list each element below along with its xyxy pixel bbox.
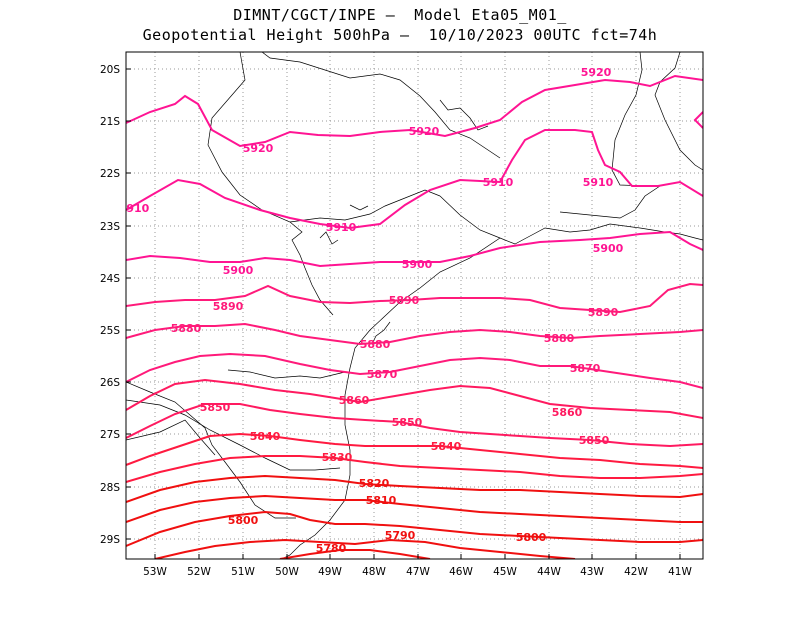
- state-border-sc-rs: [126, 399, 341, 471]
- lat-label: 24S: [100, 273, 120, 285]
- coastline: [439, 195, 703, 245]
- lon-label: 51W: [231, 566, 255, 578]
- contour-label: 5810: [366, 494, 397, 507]
- contour-label: 5900: [593, 242, 624, 255]
- border-mg-es: [611, 52, 649, 187]
- contour-label: 5860: [339, 394, 370, 407]
- contour-label: 5920: [243, 142, 274, 155]
- contour-label: 5830: [322, 451, 353, 464]
- map-title-line-1: DIMNT/CGCT/INPE – Model Eta05_M01_: [233, 6, 567, 24]
- state-border-pr-sp: [289, 189, 441, 223]
- contour-5810: [126, 494, 703, 523]
- lon-label: 48W: [362, 566, 386, 578]
- coastline-east: [654, 52, 703, 171]
- contour-label: 5800: [516, 531, 547, 544]
- lat-label: 20S: [100, 64, 120, 76]
- lat-label: 23S: [100, 221, 120, 233]
- lat-label: 22S: [100, 168, 120, 180]
- contour-5870: [126, 352, 703, 389]
- state-border-ms-sp: [207, 52, 334, 316]
- lon-label: 44W: [537, 566, 561, 578]
- contour-5920-west: [126, 74, 703, 148]
- contour-label: 5920: [409, 125, 440, 138]
- lat-label: 26S: [100, 377, 120, 389]
- contour-label: 5800: [228, 514, 259, 527]
- contour-5880: [126, 322, 703, 346]
- contour-5850: [126, 403, 703, 448]
- contour-label: 5900: [402, 258, 433, 271]
- contour-label: 5890: [389, 294, 420, 307]
- lon-label: 45W: [493, 566, 517, 578]
- lat-label: 25S: [100, 325, 120, 337]
- contour-label: 5820: [359, 477, 390, 490]
- lat-label: 27S: [100, 429, 120, 441]
- contour-label: 5840: [250, 430, 281, 443]
- lon-label: 53W: [143, 566, 167, 578]
- state-border-pr-sc: [227, 369, 346, 379]
- lagoon-shape: [371, 321, 391, 345]
- contour-5920-east: [693, 111, 703, 129]
- coastline-south: [281, 237, 501, 559]
- lat-label: 28S: [100, 482, 120, 494]
- contour-label: 5840: [431, 440, 462, 453]
- contour-labels: 5920 5920 5920 5910 5910 5910 5910 5900 …: [119, 66, 624, 555]
- contour-label: 5900: [223, 264, 254, 277]
- contour-label: 5780: [316, 542, 347, 555]
- contour-5840: [126, 432, 703, 469]
- lon-label: 43W: [580, 566, 604, 578]
- lon-label: 50W: [275, 566, 299, 578]
- contour-label: 5910: [483, 176, 514, 189]
- border-argentina: [126, 419, 216, 456]
- contour-5820: [126, 474, 703, 503]
- state-border-mg-sp: [261, 52, 501, 159]
- contour-label: 5850: [200, 401, 231, 414]
- contour-5900: [126, 230, 703, 268]
- contour-5890: [126, 282, 703, 314]
- contour-label: 5880: [360, 338, 391, 351]
- map-frame: [125, 51, 704, 560]
- contour-5860: [126, 378, 703, 419]
- contour-label: 5910: [326, 221, 357, 234]
- lon-label: 42W: [624, 566, 648, 578]
- tick-marks: [126, 68, 681, 559]
- contour-label: 5860: [552, 406, 583, 419]
- political-borders: [126, 52, 703, 559]
- contour-label: 5910: [119, 202, 150, 215]
- lon-label: 49W: [318, 566, 342, 578]
- lon-label: 46W: [449, 566, 473, 578]
- contour-5790: [154, 538, 576, 559]
- lon-label: 41W: [668, 566, 692, 578]
- contour-5800: [126, 510, 703, 547]
- contour-5830: [126, 455, 703, 483]
- lat-label: 21S: [100, 116, 120, 128]
- reservoir-shapes: [319, 99, 489, 245]
- lon-label: 47W: [406, 566, 430, 578]
- map-title-line-2: Geopotential Height 500hPa – 10/10/2023 …: [142, 26, 658, 44]
- height-contours: [126, 74, 703, 559]
- contour-label: 5890: [588, 306, 619, 319]
- contour-5910: [126, 129, 703, 230]
- latitude-labels: 20S 21S 22S 23S 24S 25S 26S 27S 28S 29S: [100, 64, 120, 546]
- border-mg-rj: [559, 185, 661, 219]
- contour-label: 5790: [385, 529, 416, 542]
- contour-label: 5850: [579, 434, 610, 447]
- contour-label: 5910: [583, 176, 614, 189]
- lon-label: 52W: [187, 566, 211, 578]
- contour-label: 5850: [392, 416, 423, 429]
- contour-label: 5880: [171, 322, 202, 335]
- contour-label: 5920: [581, 66, 612, 79]
- contour-label: 5880: [544, 332, 575, 345]
- contour-label: 5870: [570, 362, 601, 375]
- contour-5780: [279, 549, 431, 559]
- contour-label: 5890: [213, 300, 244, 313]
- lat-label: 29S: [100, 534, 120, 546]
- longitude-labels: 53W 52W 51W 50W 49W 48W 47W 46W 45W 44W …: [143, 566, 692, 578]
- contour-label: 5870: [367, 368, 398, 381]
